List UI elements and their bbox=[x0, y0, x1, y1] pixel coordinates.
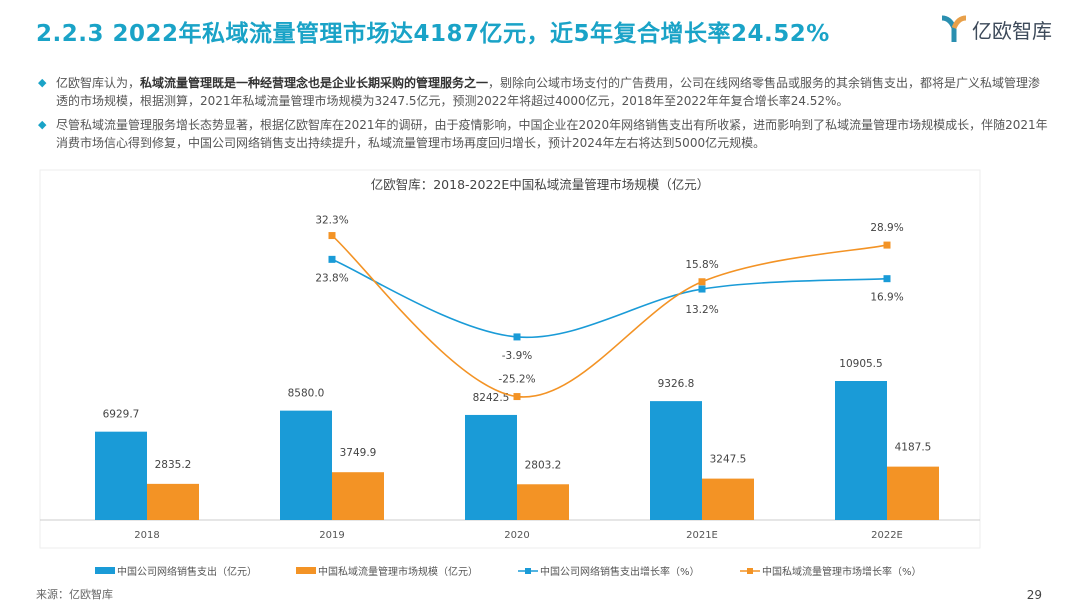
bullet-bold: 私域流量管理既是一种经营理念也是企业长期采购的管理服务之一 bbox=[140, 76, 489, 90]
line-series bbox=[331, 234, 888, 398]
bullet-item: ◆ 亿欧智库认为，私域流量管理既是一种经营理念也是企业长期采购的管理服务之一，剔除… bbox=[38, 74, 1048, 110]
line-marker bbox=[883, 275, 891, 283]
bar-label: 3749.9 bbox=[340, 447, 377, 459]
bar bbox=[280, 410, 332, 520]
x-tick-label: 2019 bbox=[319, 530, 344, 541]
bar bbox=[95, 431, 147, 520]
line-label: -3.9% bbox=[502, 350, 532, 362]
line-label: 13.2% bbox=[685, 304, 718, 316]
line-marker bbox=[698, 278, 706, 286]
x-tick-label: 2020 bbox=[504, 530, 529, 541]
line-label: 32.3% bbox=[315, 215, 348, 227]
line-marker bbox=[883, 241, 891, 249]
page-number: 29 bbox=[1026, 588, 1042, 602]
x-tick-label: 2018 bbox=[134, 530, 159, 541]
bar-label: 6929.7 bbox=[103, 409, 140, 421]
legend-swatch bbox=[95, 567, 115, 574]
diamond-icon: ◆ bbox=[38, 76, 47, 89]
legend-label: 中国私域流量管理市场增长率（%） bbox=[762, 565, 922, 578]
line-marker bbox=[698, 285, 706, 293]
bar bbox=[702, 478, 754, 520]
chart-frame bbox=[39, 169, 981, 549]
x-tick-label: 2022E bbox=[871, 530, 903, 541]
line-label: 16.9% bbox=[870, 292, 903, 304]
logo-text: 亿欧智库 bbox=[972, 18, 1052, 43]
line-label: 28.9% bbox=[870, 222, 903, 234]
bar-label: 2835.2 bbox=[155, 459, 192, 471]
logo: 亿欧智库 bbox=[940, 14, 1052, 44]
line-series bbox=[331, 258, 888, 339]
bar-label: 8242.5 bbox=[473, 392, 510, 404]
bar bbox=[517, 484, 569, 520]
legend-marker bbox=[747, 568, 753, 574]
bar bbox=[147, 483, 199, 520]
bar-label: 3247.5 bbox=[710, 454, 747, 466]
line-marker bbox=[513, 393, 521, 401]
bar-label: 8580.0 bbox=[288, 388, 325, 400]
bar-label: 9326.8 bbox=[658, 378, 695, 390]
bar-label: 10905.5 bbox=[839, 358, 882, 370]
bar-label: 2803.2 bbox=[525, 459, 562, 471]
page-title: 2.2.3 2022年私域流量管理市场达4187亿元，近5年复合增长率24.52… bbox=[36, 21, 830, 47]
line-label: -25.2% bbox=[498, 374, 535, 386]
legend-swatch bbox=[296, 567, 316, 574]
bullet-list: ◆ 亿欧智库认为，私域流量管理既是一种经营理念也是企业长期采购的管理服务之一，剔除… bbox=[38, 74, 1048, 158]
bullet-text: 尽管私域流量管理服务增长态势显著，根据亿欧智库在2021年的调研，由于疫情影响，… bbox=[56, 118, 1048, 150]
line-label: 15.8% bbox=[685, 259, 718, 271]
bar bbox=[887, 466, 939, 520]
logo-icon bbox=[941, 15, 967, 42]
legend-label: 中国私域流量管理市场规模（亿元） bbox=[318, 565, 478, 578]
bullet-text: 亿欧智库认为，私域流量管理既是一种经营理念也是企业长期采购的管理服务之一，剔除向… bbox=[56, 74, 1048, 110]
line-marker bbox=[328, 255, 336, 263]
line-marker bbox=[513, 333, 521, 341]
legend-label: 中国公司网络销售支出增长率（%） bbox=[540, 565, 700, 578]
line-marker bbox=[328, 232, 336, 240]
diamond-icon: ◆ bbox=[38, 118, 47, 131]
x-tick-label: 2021E bbox=[686, 530, 718, 541]
bullet-pre: 亿欧智库认为， bbox=[56, 76, 141, 90]
bar bbox=[650, 401, 702, 520]
legend-label: 中国公司网络销售支出（亿元） bbox=[117, 565, 257, 578]
line-label: 23.8% bbox=[315, 272, 348, 284]
bar bbox=[465, 414, 517, 520]
bar bbox=[332, 472, 384, 520]
bullet-post: ，剔除向公域市场支付的广告费用，公司在线网络零售品或服务的其余销售支出，都将是广… bbox=[56, 76, 1041, 108]
chart-title: 亿欧智库：2018-2022E中国私域流量管理市场规模（亿元） bbox=[371, 177, 710, 192]
source-note: 来源：亿欧智库 bbox=[36, 588, 113, 601]
bullet-item: ◆ 尽管私域流量管理服务增长态势显著，根据亿欧智库在2021年的调研，由于疫情影响… bbox=[38, 116, 1048, 152]
bar bbox=[835, 381, 887, 520]
legend-marker bbox=[525, 568, 531, 574]
bar-label: 4187.5 bbox=[895, 442, 932, 454]
